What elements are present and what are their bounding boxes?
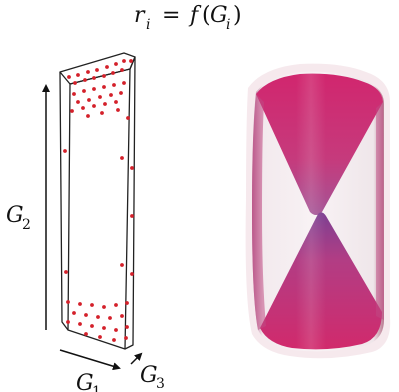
eq-equals: = [162, 3, 180, 28]
growth-dot [70, 109, 74, 113]
growth-dot [66, 320, 70, 324]
eq-lhs-var: r [134, 3, 146, 28]
eq-arg-var: G [210, 3, 228, 28]
growth-dot [102, 326, 106, 330]
equation: r i = f ( G i ) [134, 3, 242, 33]
growth-dot [78, 322, 82, 326]
g2-label: G [6, 203, 24, 228]
growth-dot [84, 313, 88, 317]
eq-lhs-sub: i [146, 17, 150, 33]
eq-close-paren: ) [233, 3, 242, 28]
growth-dot [86, 70, 90, 74]
g3-subscript: 3 [156, 376, 165, 392]
eq-open-paren: ( [202, 3, 211, 28]
growth-dot [102, 305, 106, 309]
growth-dot [95, 68, 99, 72]
growth-dot [116, 108, 120, 112]
growth-dot [105, 65, 109, 69]
eq-arg-sub: i [226, 17, 230, 33]
growth-dot [102, 74, 106, 78]
growth-dot [86, 114, 90, 118]
growth-dot [84, 332, 88, 336]
growth-dot [122, 59, 126, 63]
growth-dot [87, 98, 91, 102]
growth-dot [124, 336, 128, 340]
growth-dot [103, 102, 107, 106]
crystal-sketch [59, 52, 136, 350]
growth-dot [130, 166, 134, 170]
growth-dot [82, 89, 86, 93]
growth-dot [112, 338, 116, 342]
growth-dot [92, 87, 96, 91]
prism-front-face [67, 68, 131, 350]
growth-dot [130, 214, 134, 218]
growth-dot [114, 328, 118, 332]
growth-dot [112, 83, 116, 87]
growth-dot [90, 324, 94, 328]
growth-dot [125, 301, 129, 305]
growth-dot [120, 263, 124, 267]
eq-func: f [188, 3, 202, 28]
growth-dot [114, 100, 118, 104]
growth-dot [98, 335, 102, 339]
growth-dot [63, 149, 67, 153]
growth-dot [108, 316, 112, 320]
growth-dot [67, 75, 71, 79]
growth-dot [130, 272, 134, 276]
growth-dot [98, 95, 102, 99]
growth-dot [64, 270, 68, 274]
growth-dot [76, 73, 80, 77]
crystal-highlight [296, 74, 326, 350]
growth-dot [92, 76, 96, 80]
growth-dot [72, 311, 76, 315]
growth-dot [83, 78, 87, 82]
growth-dot [120, 68, 124, 72]
growth-dot [100, 111, 104, 115]
growth-dots [63, 59, 134, 342]
growth-dot [109, 93, 113, 97]
crystal-photo [245, 63, 391, 359]
growth-dot [81, 106, 85, 110]
growth-dot [126, 116, 130, 120]
g1-label: G [76, 371, 94, 392]
growth-dot [66, 300, 70, 304]
growth-dot [102, 85, 106, 89]
growth-dot [129, 59, 133, 63]
growth-dot [92, 104, 96, 108]
growth-dot [96, 315, 100, 319]
crystal-left-rim [252, 94, 266, 330]
growth-dot [114, 303, 118, 307]
growth-dot [120, 314, 124, 318]
growth-dot [90, 303, 94, 307]
growth-dot [114, 62, 118, 66]
growth-dot [119, 91, 123, 95]
crystal-right-rim [376, 102, 384, 320]
axis-arrows [42, 84, 143, 371]
prism-right-face [124, 56, 136, 350]
growth-dot [76, 100, 80, 104]
g1-subscript: 1 [92, 384, 101, 392]
g1-arrow [59, 349, 121, 371]
prism-left-edge [59, 71, 69, 331]
g3-label: G [140, 363, 158, 388]
g2-subscript: 2 [22, 217, 31, 233]
axis-labels: G 2 G 1 G 3 [6, 203, 165, 392]
growth-dot [122, 81, 126, 85]
growth-dot [125, 325, 129, 329]
growth-dot [120, 156, 124, 160]
growth-dot [78, 302, 82, 306]
growth-dot [73, 81, 77, 85]
growth-dot [72, 92, 76, 96]
growth-dot [111, 71, 115, 75]
g3-arrow [130, 352, 143, 365]
